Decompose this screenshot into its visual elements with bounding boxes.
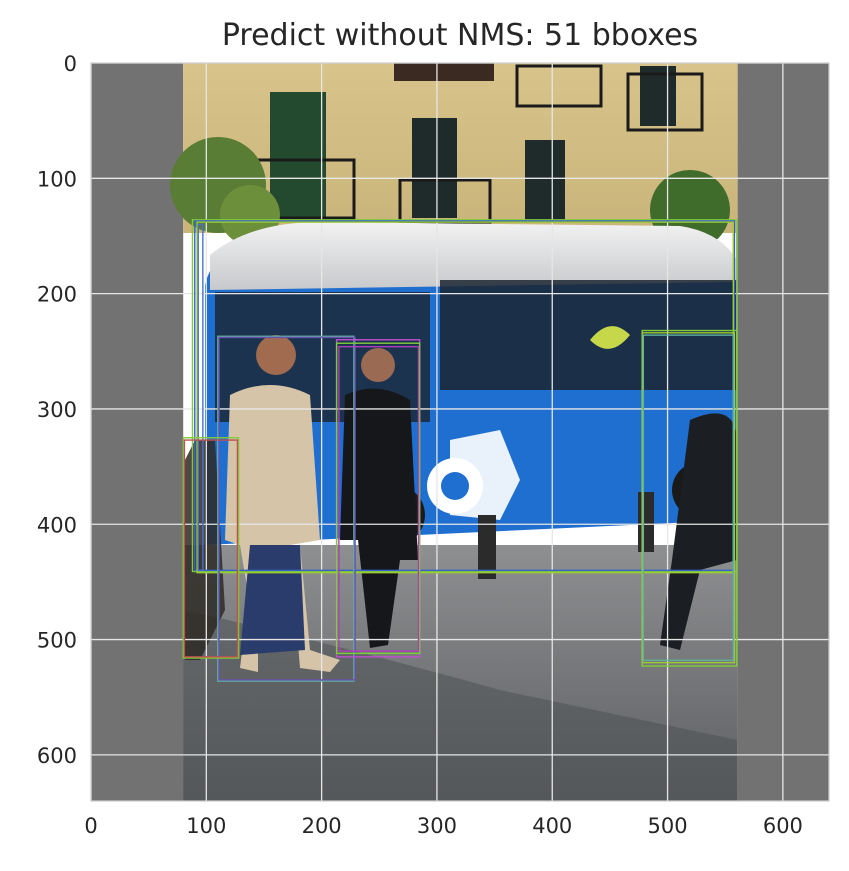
y-tick-label: 400 (37, 513, 77, 537)
chart-title: Predict without NMS: 51 bboxes (222, 18, 698, 53)
bounding-box (338, 345, 420, 652)
bounding-box (182, 437, 240, 659)
x-tick-label: 300 (417, 814, 457, 838)
x-tick-label: 600 (763, 814, 803, 838)
bounding-boxes (182, 219, 738, 682)
x-tick-label: 500 (648, 814, 688, 838)
y-tick-label: 600 (37, 744, 77, 768)
bounding-box (642, 334, 734, 662)
photo-scene (170, 63, 738, 801)
x-tick-label: 100 (186, 814, 226, 838)
axes-frame (90, 62, 830, 802)
x-tick-label: 400 (532, 814, 572, 838)
bounding-box (641, 332, 736, 664)
y-tick-label: 500 (37, 629, 77, 653)
bounding-box (218, 336, 356, 681)
y-tick-labels: 0 100 200 300 400 500 600 (37, 52, 77, 768)
bounding-box (197, 223, 204, 572)
bounding-box (217, 335, 355, 682)
letterbox-left (91, 63, 184, 801)
x-tick-labels: 0 100 200 300 400 500 600 (84, 814, 803, 838)
y-tick-label: 200 (37, 283, 77, 307)
bounding-box (335, 342, 421, 655)
y-tick-label: 0 (64, 52, 77, 76)
bounding-box (183, 439, 239, 658)
gridlines (91, 63, 829, 801)
x-tick-label: 0 (84, 814, 97, 838)
y-tick-label: 300 (37, 398, 77, 422)
y-tick-label: 100 (37, 167, 77, 191)
x-tick-label: 200 (302, 814, 342, 838)
